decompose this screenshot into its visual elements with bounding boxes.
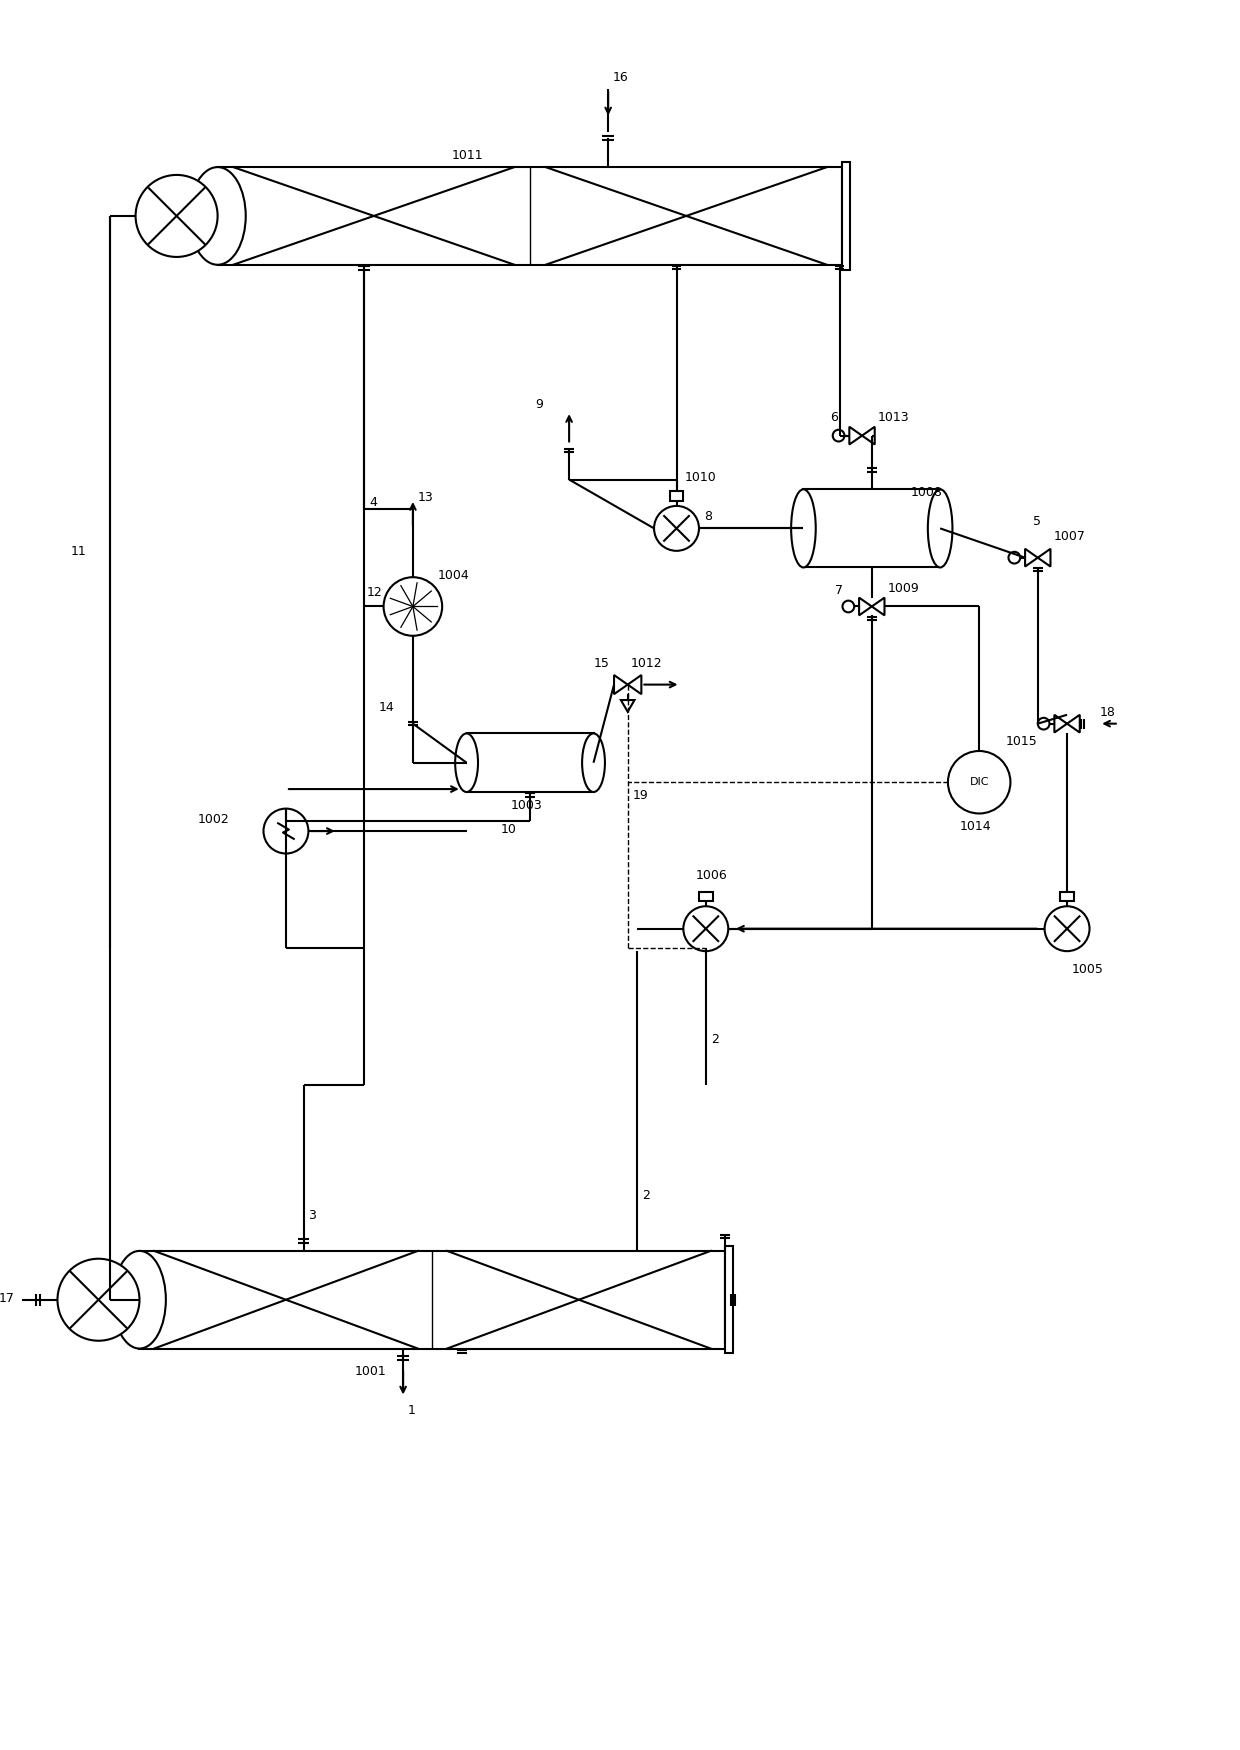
Circle shape — [947, 751, 1011, 814]
Bar — [466, 733, 594, 793]
Text: 6: 6 — [830, 411, 838, 424]
Polygon shape — [1025, 550, 1038, 567]
Ellipse shape — [190, 166, 246, 264]
Bar — [1060, 891, 1074, 901]
Circle shape — [57, 1258, 139, 1340]
Circle shape — [1044, 906, 1090, 952]
Text: 1001: 1001 — [355, 1365, 386, 1377]
Text: 19: 19 — [632, 789, 649, 802]
Text: 7: 7 — [835, 584, 843, 597]
Text: 1005: 1005 — [1071, 963, 1104, 975]
Text: 18: 18 — [1100, 705, 1115, 719]
Text: DIC: DIC — [970, 777, 990, 788]
Text: 9: 9 — [534, 399, 543, 411]
Circle shape — [833, 430, 844, 441]
Ellipse shape — [928, 490, 952, 567]
Text: 1011: 1011 — [451, 149, 484, 163]
Bar — [139, 1251, 725, 1349]
Text: 10: 10 — [501, 822, 517, 836]
Text: 1009: 1009 — [888, 581, 919, 595]
Ellipse shape — [113, 1251, 166, 1349]
Text: 14: 14 — [378, 702, 394, 714]
Text: 8: 8 — [704, 511, 712, 523]
Text: 1007: 1007 — [1054, 530, 1085, 542]
Text: 1012: 1012 — [631, 656, 662, 670]
Polygon shape — [1038, 550, 1050, 567]
Text: 1004: 1004 — [438, 569, 469, 583]
Bar — [725, 1246, 733, 1353]
Text: 2: 2 — [642, 1188, 650, 1202]
Ellipse shape — [791, 490, 816, 567]
Text: 2: 2 — [711, 1032, 718, 1046]
Polygon shape — [621, 700, 635, 712]
Bar — [217, 166, 842, 264]
Text: 11: 11 — [71, 544, 87, 558]
Polygon shape — [859, 597, 872, 616]
Circle shape — [1008, 551, 1021, 564]
Text: 1014: 1014 — [960, 821, 991, 833]
Text: 3: 3 — [309, 1209, 316, 1222]
Text: 1003: 1003 — [511, 798, 542, 812]
Text: 1002: 1002 — [198, 814, 229, 826]
Bar — [699, 891, 713, 901]
Text: 13: 13 — [418, 492, 434, 504]
Polygon shape — [1068, 714, 1080, 733]
Polygon shape — [849, 427, 862, 444]
Bar — [670, 492, 683, 500]
Text: 5: 5 — [1033, 516, 1040, 528]
Circle shape — [653, 506, 699, 551]
Text: 1010: 1010 — [684, 471, 715, 485]
Text: 1015: 1015 — [1006, 735, 1038, 747]
Polygon shape — [627, 676, 641, 695]
Ellipse shape — [455, 733, 477, 793]
Text: 15: 15 — [594, 656, 609, 670]
Polygon shape — [872, 597, 884, 616]
Polygon shape — [614, 676, 627, 695]
Text: 1: 1 — [408, 1404, 415, 1418]
Circle shape — [263, 808, 309, 854]
Text: 4: 4 — [370, 495, 377, 509]
Polygon shape — [862, 427, 874, 444]
Circle shape — [1038, 718, 1049, 730]
Ellipse shape — [582, 733, 605, 793]
Text: 1013: 1013 — [878, 411, 909, 424]
Text: 16: 16 — [613, 72, 629, 84]
Text: 17: 17 — [0, 1292, 15, 1304]
Text: 12: 12 — [367, 586, 383, 598]
Bar — [804, 490, 940, 567]
Circle shape — [135, 175, 217, 257]
Circle shape — [842, 600, 854, 612]
Polygon shape — [1054, 714, 1068, 733]
Bar — [842, 163, 851, 270]
Text: 1008: 1008 — [911, 487, 942, 499]
Circle shape — [383, 578, 443, 635]
Circle shape — [683, 906, 728, 952]
Text: 1006: 1006 — [696, 868, 728, 882]
